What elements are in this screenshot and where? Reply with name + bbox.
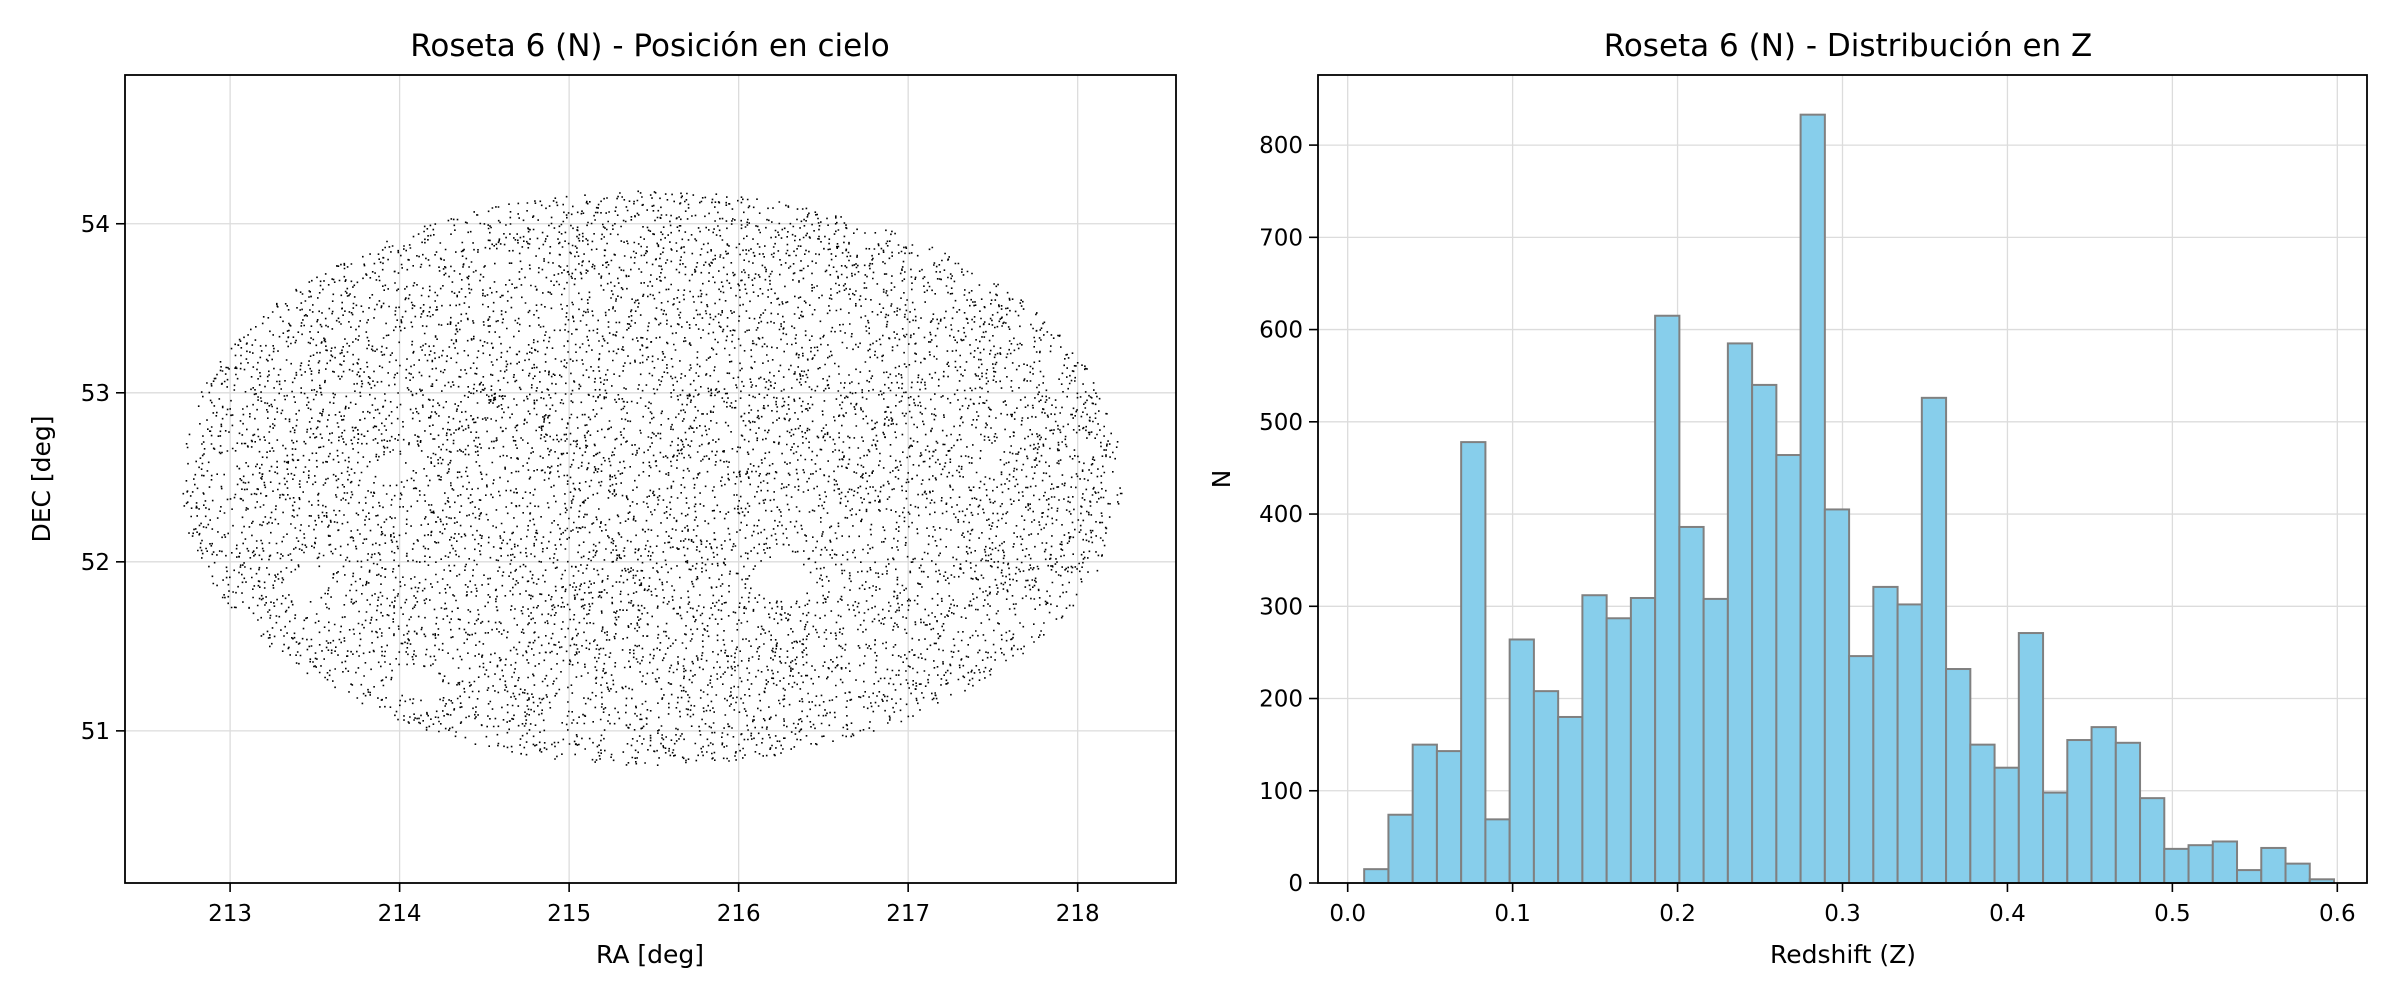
sky-plot-title: Roseta 6 (N) - Posición en cielo [410, 28, 890, 64]
sky-plot-grid [125, 75, 1176, 883]
histogram-bar [1460, 441, 1487, 884]
histogram-bar [2211, 840, 2239, 885]
histogram-bar [2236, 869, 2263, 884]
histogram-bar [1848, 655, 1875, 884]
histogram-bar [2187, 844, 2214, 885]
x-tick-label: 0.2 [1659, 901, 1696, 927]
histogram-bar [1993, 766, 2020, 884]
histogram-bar [1363, 868, 1390, 884]
y-tick-label: 100 [1259, 779, 1303, 805]
x-tick-label: 215 [547, 901, 591, 927]
y-tick-label: 400 [1259, 502, 1303, 528]
histogram-bar [2017, 632, 2045, 885]
x-tick-label: 218 [1056, 901, 1100, 927]
histogram-bar [1945, 668, 1972, 885]
histogram-bar [1799, 113, 1826, 884]
histogram-bar [1581, 594, 1608, 884]
histogram-bar [1387, 813, 1414, 884]
sky-plot-points [182, 190, 1123, 766]
y-tick-label: 52 [81, 550, 110, 576]
sky-points [182, 190, 1123, 766]
histogram-y-axis: 0 100 200 300 400 500 600 700 800 [1259, 133, 1318, 897]
sky-plot-y-label: DEC [deg] [27, 415, 56, 542]
x-tick-label: 213 [208, 901, 252, 927]
histogram-bar [2284, 862, 2311, 884]
y-tick-label: 54 [81, 212, 110, 238]
histogram-bar [1629, 596, 1657, 885]
histogram-bar [1775, 454, 1802, 884]
histogram-bar [2066, 739, 2093, 885]
histogram-bar [1557, 715, 1584, 884]
y-tick-label: 600 [1259, 318, 1303, 344]
y-tick-label: 700 [1259, 225, 1303, 251]
x-tick-label: 214 [378, 901, 422, 927]
histogram-x-axis: 0.0 0.1 0.2 0.3 0.4 0.5 0.6 [1329, 883, 2356, 927]
y-tick-label: 0 [1288, 871, 1303, 897]
histogram-bar [1484, 818, 1511, 884]
x-tick-label: 216 [717, 901, 761, 927]
x-tick-label: 0.5 [2154, 901, 2191, 927]
x-tick-label: 0.4 [1989, 901, 2026, 927]
sky-position-panel: Roseta 6 (N) - Posición en cielo 213 214 2… [27, 28, 1177, 969]
histogram-bar [1872, 585, 1899, 884]
histogram-bar [1702, 597, 1729, 885]
histogram-title: Roseta 6 (N) - Distribución en Z [1604, 28, 2093, 64]
histogram-bar [2260, 846, 2287, 884]
x-tick-label: 0.0 [1329, 901, 1366, 927]
histogram-bar [1726, 342, 1754, 884]
histogram-bar [1678, 525, 1705, 884]
histogram-bar [1508, 638, 1535, 885]
sky-plot-x-axis: 213 214 215 216 217 218 [208, 883, 1100, 927]
histogram-bar [1751, 383, 1778, 884]
sky-plot-y-axis: 51 52 53 54 [81, 212, 125, 745]
sky-plot-frame [124, 74, 1177, 884]
y-tick-label: 51 [81, 719, 110, 745]
histogram-bar [1532, 690, 1560, 884]
y-tick-label: 500 [1259, 410, 1303, 436]
histogram-bar [1896, 603, 1923, 884]
histogram-bar [2042, 791, 2069, 884]
histogram-bar [1920, 396, 1948, 884]
x-tick-label: 0.3 [1824, 901, 1861, 927]
histogram-bar [1605, 617, 1632, 885]
histogram-bar [1411, 743, 1438, 885]
y-tick-label: 800 [1259, 133, 1303, 159]
histogram-bar [2090, 726, 2117, 884]
histogram-y-label: N [1207, 470, 1236, 489]
histogram-bar [2114, 741, 2142, 884]
x-tick-label: 0.1 [1494, 901, 1531, 927]
y-tick-label: 300 [1259, 594, 1303, 620]
histogram-x-label: Redshift (Z) [1770, 940, 1916, 969]
histogram-bar [2139, 797, 2166, 884]
histogram-bar [1654, 314, 1681, 884]
histogram-bar [1435, 750, 1463, 884]
sky-plot-x-label: RA [deg] [596, 940, 704, 969]
histogram-bar [1823, 508, 1851, 884]
y-tick-label: 53 [81, 381, 110, 407]
x-tick-label: 217 [886, 901, 930, 927]
histogram-bar [1969, 743, 1996, 885]
histogram-bars [1363, 113, 2336, 885]
redshift-histogram-panel: Roseta 6 (N) - Distribución en Z 0.0 0.1 0… [1207, 28, 2368, 969]
y-tick-label: 200 [1259, 687, 1303, 713]
histogram-bar [2163, 847, 2190, 884]
x-tick-label: 0.6 [2319, 901, 2356, 927]
